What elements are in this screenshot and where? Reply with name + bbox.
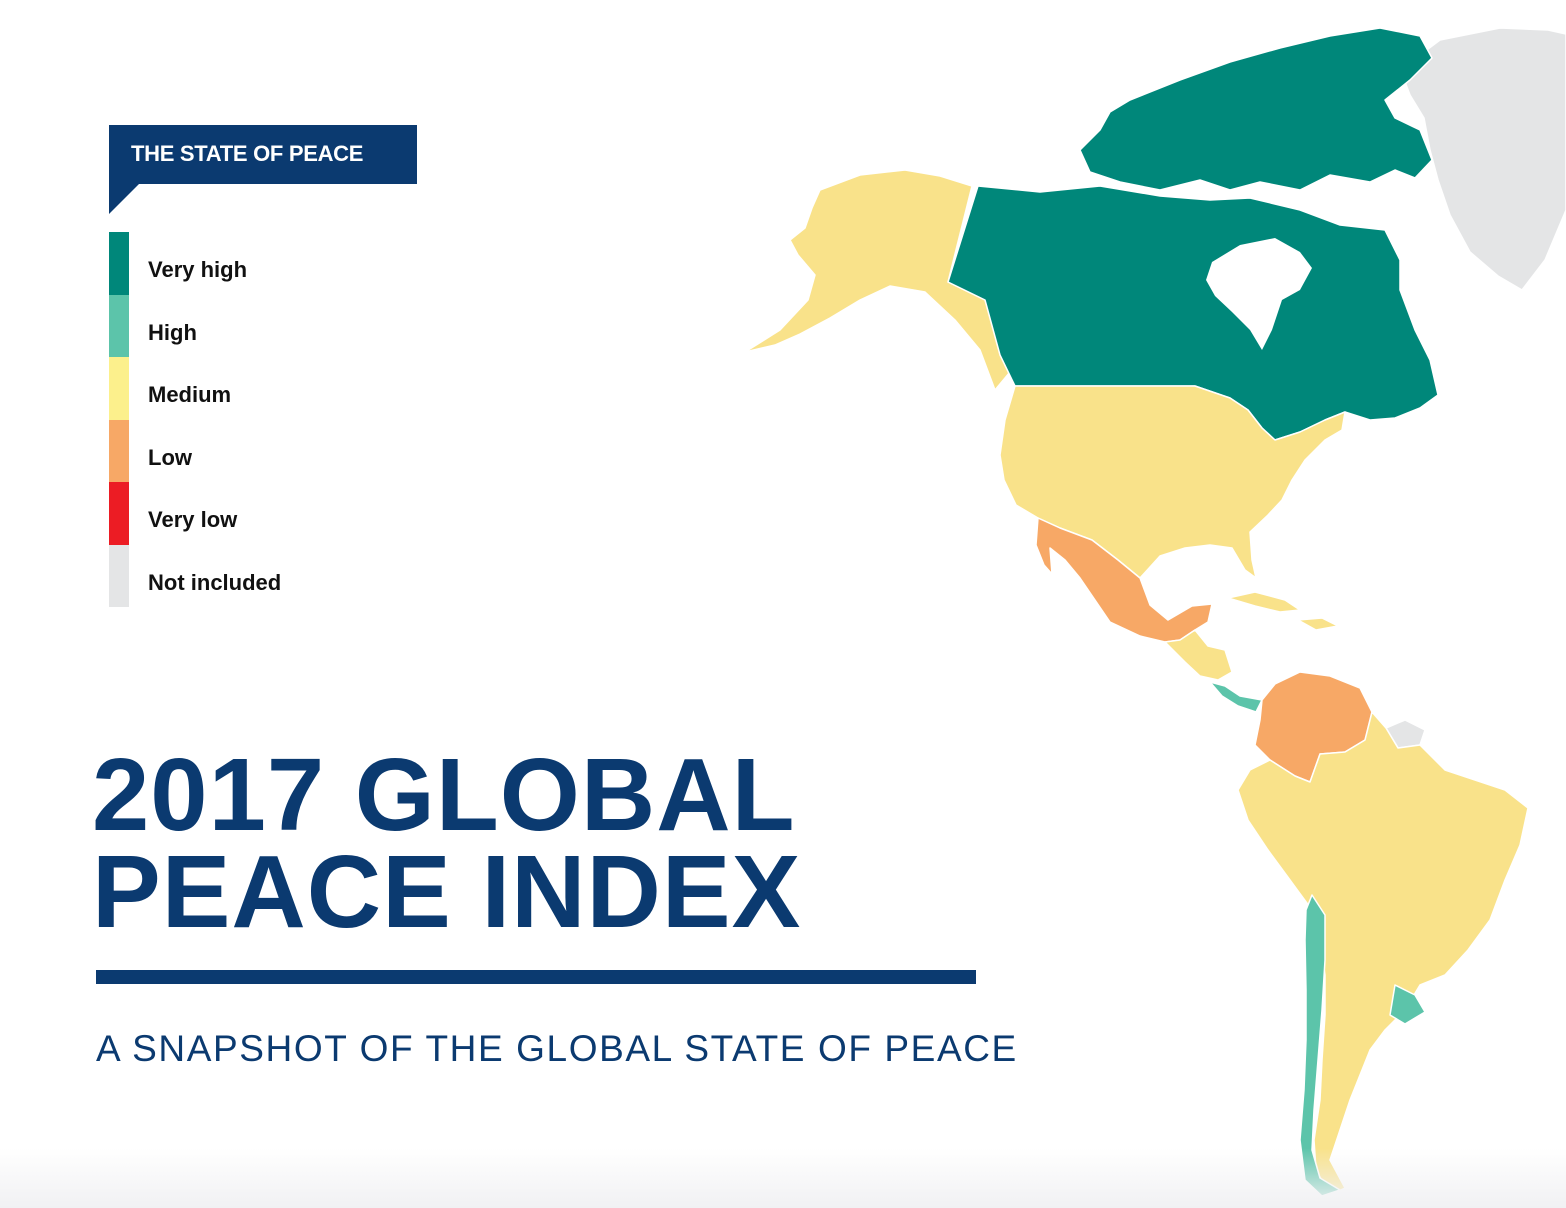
canada-arctic-islands (1079, 27, 1433, 191)
legend-banner (109, 125, 417, 184)
legend-swatch (109, 544, 129, 607)
legend-label: Low (148, 444, 192, 470)
legend-swatch (109, 232, 129, 295)
central-america-north (1164, 629, 1233, 681)
hispaniola (1297, 617, 1339, 631)
title-line-1: 2017 GLOBAL (92, 737, 796, 852)
title-divider (96, 970, 976, 984)
legend-swatch (109, 294, 129, 357)
legend-label: Not included (148, 569, 282, 595)
alaska (744, 169, 1011, 391)
title-line-2: PEACE INDEX (92, 834, 802, 949)
costa-rica-panama (1209, 681, 1263, 713)
subtitle: A SNAPSHOT OF THE GLOBAL STATE OF PEACE (96, 1028, 1018, 1069)
legend-swatch (109, 482, 129, 545)
legend-banner-tail (109, 184, 139, 214)
bottom-shade (0, 1148, 1566, 1208)
legend-label: Very low (148, 507, 238, 532)
south-america (1237, 711, 1529, 1196)
legend-title: THE STATE OF PEACE (131, 141, 364, 166)
legend-swatch (109, 419, 129, 482)
page-title: 2017 GLOBAL PEACE INDEX (92, 737, 802, 949)
legend-label: High (148, 319, 197, 345)
hudson-bay (1206, 238, 1312, 350)
legend-label: Medium (148, 382, 232, 407)
cuba (1227, 591, 1301, 613)
greenland (1401, 27, 1566, 291)
uruguay (1389, 984, 1426, 1025)
legend-label: Very high (148, 257, 248, 282)
legend-swatch (109, 357, 129, 420)
